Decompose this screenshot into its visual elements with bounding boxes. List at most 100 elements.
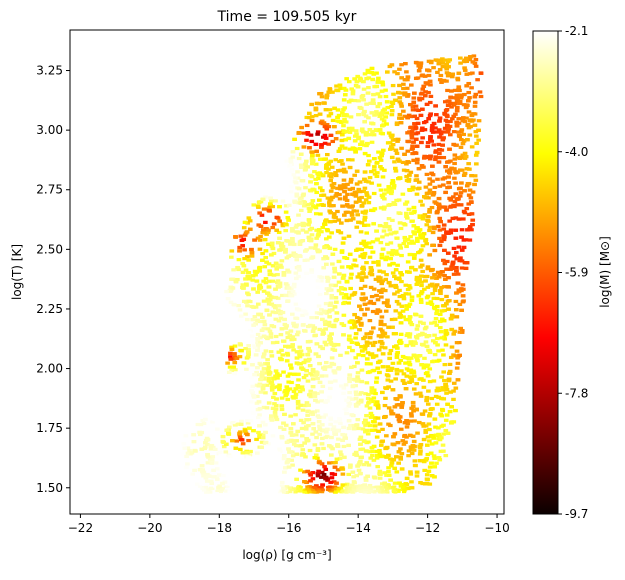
scatter-point bbox=[240, 270, 246, 274]
scatter-point bbox=[355, 319, 361, 324]
scatter-point bbox=[315, 371, 320, 375]
scatter-point bbox=[357, 147, 363, 151]
scatter-point bbox=[170, 444, 175, 448]
scatter-point bbox=[336, 437, 341, 441]
scatter-point bbox=[376, 406, 381, 410]
scatter-point bbox=[376, 183, 382, 187]
scatter-point bbox=[409, 371, 414, 375]
scatter-point bbox=[440, 388, 446, 392]
scatter-point bbox=[456, 290, 462, 294]
scatter-point bbox=[348, 276, 354, 280]
scatter-point bbox=[369, 295, 375, 299]
scatter-point bbox=[203, 476, 209, 480]
scatter-point bbox=[296, 308, 302, 312]
scatter-point bbox=[370, 391, 376, 395]
scatter-point bbox=[369, 66, 375, 71]
scatter-point bbox=[457, 194, 463, 198]
scatter-point bbox=[414, 407, 419, 411]
scatter-point bbox=[349, 340, 355, 345]
scatter-point bbox=[316, 173, 321, 177]
scatter-point bbox=[407, 252, 413, 257]
scatter-point bbox=[440, 64, 446, 69]
scatter-point bbox=[321, 193, 327, 197]
scatter-point bbox=[372, 340, 378, 345]
scatter-point bbox=[318, 212, 323, 216]
scatter-point bbox=[309, 233, 315, 237]
scatter-point bbox=[381, 229, 387, 233]
scatter-point bbox=[389, 145, 394, 149]
scatter-point bbox=[419, 280, 424, 284]
scatter-point bbox=[350, 348, 355, 353]
scatter-point bbox=[452, 329, 457, 333]
scatter-point bbox=[300, 323, 306, 327]
scatter-point bbox=[365, 396, 371, 401]
scatter-point bbox=[334, 191, 340, 196]
scatter-point bbox=[281, 192, 287, 196]
scatter-point bbox=[474, 162, 479, 166]
scatter-point bbox=[442, 273, 447, 278]
scatter-point bbox=[301, 276, 306, 280]
scatter-point bbox=[335, 468, 341, 472]
scatter-point bbox=[170, 463, 176, 467]
scatter-point bbox=[413, 126, 419, 130]
scatter-point bbox=[366, 400, 372, 404]
scatter-point bbox=[267, 298, 273, 302]
scatter-point bbox=[362, 243, 368, 247]
scatter-point bbox=[436, 142, 442, 147]
scatter-point bbox=[428, 135, 433, 139]
scatter-point bbox=[343, 383, 349, 387]
scatter-point bbox=[336, 280, 342, 284]
scatter-point bbox=[431, 192, 436, 196]
scatter-point bbox=[467, 224, 473, 229]
scatter-point bbox=[302, 258, 308, 263]
scatter-point bbox=[448, 95, 453, 99]
scatter-point bbox=[149, 457, 155, 461]
scatter-point bbox=[268, 335, 274, 339]
scatter-point bbox=[379, 252, 385, 257]
scatter-point bbox=[423, 430, 429, 434]
scatter-point bbox=[399, 405, 405, 409]
scatter-point bbox=[377, 128, 383, 132]
scatter-point bbox=[283, 282, 289, 286]
scatter-point bbox=[232, 371, 237, 376]
scatter-point bbox=[423, 458, 429, 462]
scatter-point bbox=[266, 285, 272, 289]
scatter-point bbox=[328, 301, 334, 305]
scatter-point bbox=[375, 260, 381, 264]
scatter-point bbox=[323, 237, 329, 241]
scatter-point bbox=[314, 436, 319, 440]
scatter-point bbox=[432, 286, 438, 290]
scatter-point bbox=[461, 245, 467, 250]
scatter-point bbox=[346, 472, 351, 477]
scatter-point bbox=[337, 456, 343, 461]
scatter-point bbox=[453, 308, 459, 312]
scatter-point bbox=[373, 354, 379, 358]
scatter-point bbox=[427, 350, 433, 355]
scatter-point bbox=[424, 344, 430, 349]
scatter-point bbox=[404, 307, 409, 311]
scatter-point bbox=[294, 356, 300, 360]
scatter-point bbox=[258, 224, 264, 228]
scatter-point bbox=[441, 183, 446, 187]
scatter-point bbox=[349, 211, 355, 215]
scatter-point bbox=[193, 449, 198, 453]
scatter-point bbox=[362, 347, 368, 351]
scatter-point bbox=[451, 353, 456, 357]
scatter-point bbox=[404, 214, 409, 218]
scatter-point bbox=[271, 251, 277, 256]
scatter-point bbox=[425, 301, 431, 305]
scatter-point bbox=[336, 289, 342, 293]
scatter-point bbox=[312, 456, 318, 460]
scatter-point bbox=[441, 370, 447, 374]
scatter-point bbox=[263, 391, 268, 395]
scatter-point bbox=[386, 190, 392, 194]
scatter-point bbox=[395, 157, 401, 161]
scatter-point bbox=[316, 176, 321, 181]
scatter-point bbox=[458, 56, 463, 60]
scatter-point bbox=[324, 170, 329, 175]
scatter-point bbox=[390, 325, 395, 329]
scatter-point bbox=[330, 447, 335, 451]
scatter-point bbox=[278, 193, 283, 197]
scatter-point bbox=[328, 283, 334, 287]
scatter-point bbox=[408, 419, 414, 423]
